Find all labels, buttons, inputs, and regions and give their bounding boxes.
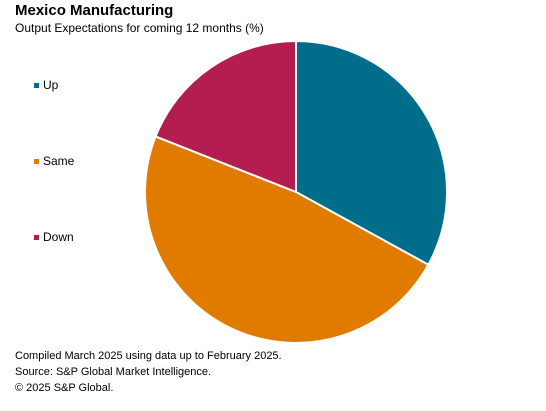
legend-swatch-down — [34, 234, 39, 240]
chart-subtitle: Output Expectations for coming 12 months… — [15, 21, 264, 35]
footer-copyright: © 2025 S&P Global. — [15, 382, 114, 394]
legend-swatch-up — [34, 82, 39, 88]
chart-title: Mexico Manufacturing — [15, 2, 174, 19]
legend-item-down: Down — [34, 230, 74, 244]
legend-label-down: Down — [43, 230, 74, 244]
legend-label-same: Same — [43, 154, 75, 168]
pie-slice-same — [144, 135, 430, 344]
footer-compiled: Compiled March 2025 using data up to Feb… — [15, 350, 282, 362]
legend-item-same: Same — [34, 154, 74, 168]
legend-label-up: Up — [43, 78, 59, 92]
pie-slice-down — [154, 40, 297, 193]
legend-swatch-same — [34, 158, 39, 164]
pie-slice-up — [295, 40, 448, 266]
legend-item-up: Up — [34, 78, 58, 92]
footer-source: Source: S&P Global Market Intelligence. — [15, 366, 212, 378]
